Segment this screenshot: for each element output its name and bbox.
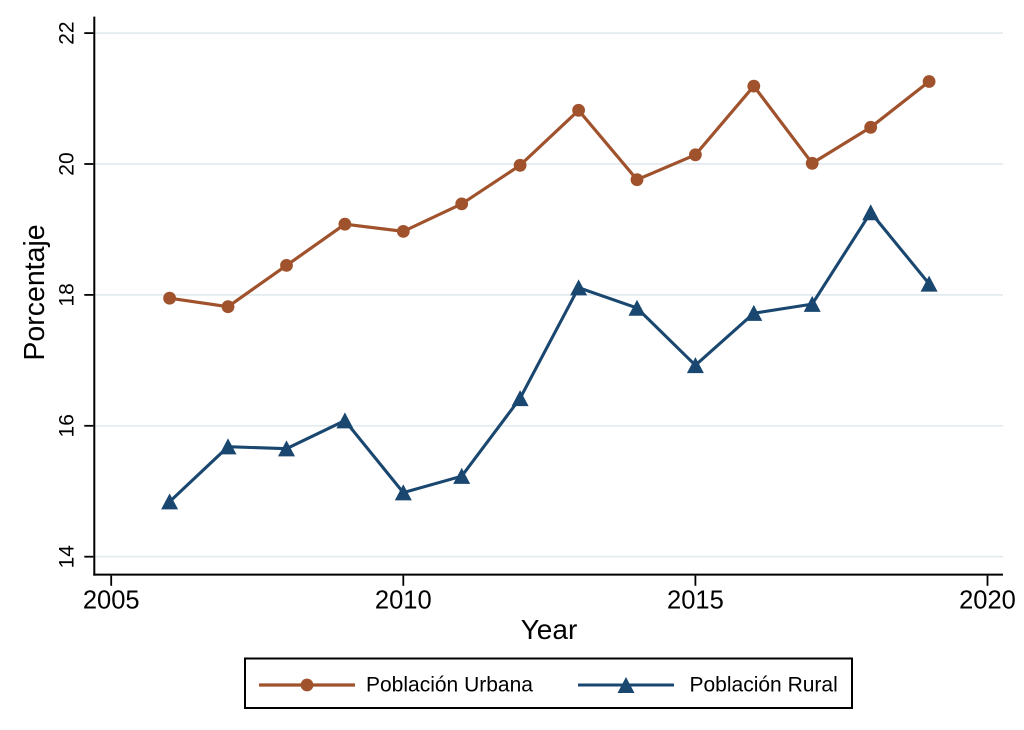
svg-text:18: 18	[56, 283, 79, 306]
svg-text:22: 22	[56, 21, 79, 44]
svg-text:2015: 2015	[667, 586, 724, 614]
svg-text:20: 20	[56, 152, 79, 175]
svg-text:Year: Year	[521, 614, 578, 645]
svg-text:16: 16	[56, 414, 79, 437]
svg-text:14: 14	[56, 545, 79, 569]
svg-text:Población Rural: Población Rural	[690, 674, 838, 697]
svg-text:2020: 2020	[959, 586, 1016, 614]
svg-text:2010: 2010	[375, 586, 432, 614]
svg-text:2005: 2005	[83, 586, 140, 614]
svg-text:Población Urbana: Población Urbana	[366, 674, 533, 697]
svg-text:Porcentaje: Porcentaje	[19, 224, 51, 360]
